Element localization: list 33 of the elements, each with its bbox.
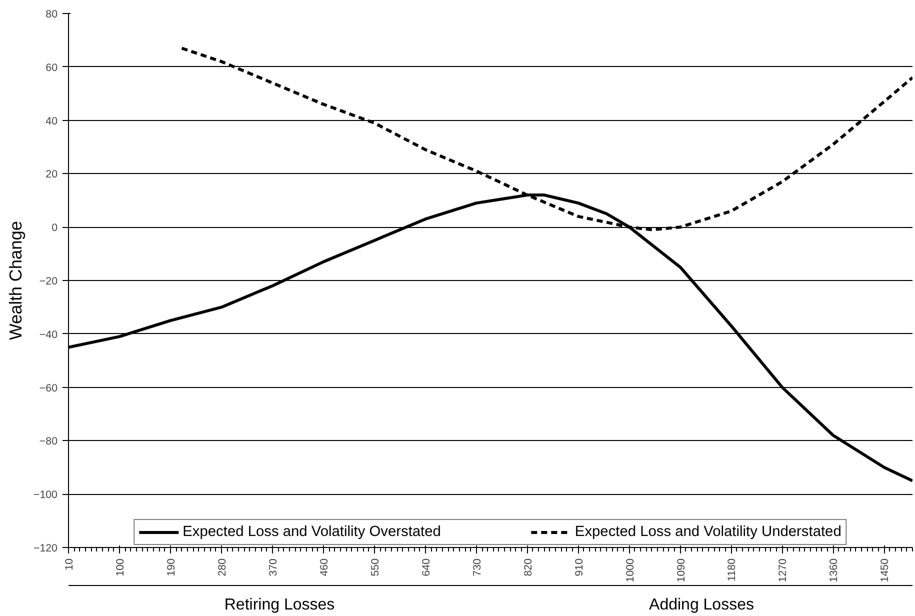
text: Retiring Losses: [224, 596, 335, 614]
x-tick-label: 640: [420, 558, 432, 576]
y-tick-label: 80: [46, 8, 58, 20]
x-tick-label: 10: [64, 558, 76, 570]
x-tick-label: 1360: [828, 558, 840, 582]
x-tick-label: 1270: [777, 558, 790, 582]
x-tick-label: 1090: [675, 558, 688, 582]
y-tick-label: −40: [39, 328, 58, 341]
y-axis-title: Wealth Change: [5, 220, 26, 340]
y-tick-label: 20: [46, 168, 58, 181]
y-tick-label: 0: [52, 222, 58, 234]
x-tick-label: 190: [165, 558, 178, 576]
y-tick-label: −100: [33, 489, 58, 502]
text: Adding Losses: [649, 596, 754, 614]
x-tick-label: 730: [471, 558, 484, 576]
x-tick-label: 550: [369, 558, 382, 576]
y-tick-label: −80: [39, 436, 58, 448]
y-tick-label: −120: [33, 542, 58, 554]
x-tick-label: 1180: [726, 558, 738, 582]
x-tick-label: 1450: [879, 558, 892, 582]
y-tick-label: −20: [39, 276, 58, 288]
x-tick-label: 820: [522, 558, 534, 576]
x-tick-label: 100: [114, 558, 126, 576]
y-tick-label: 40: [46, 115, 58, 128]
x-tick-label: 910: [573, 558, 586, 576]
x-tick-label: 460: [318, 558, 330, 576]
y-tick-label: 60: [46, 62, 58, 74]
legend-label: Expected Loss and Volatility Overstated: [182, 524, 441, 540]
x-tick-label: 1000: [624, 558, 636, 582]
legend-label: Expected Loss and Volatility Understated: [574, 524, 842, 540]
x-tick-label: 370: [267, 558, 280, 576]
y-tick-label: −60: [39, 382, 58, 394]
x-tick-label: 280: [216, 558, 228, 576]
